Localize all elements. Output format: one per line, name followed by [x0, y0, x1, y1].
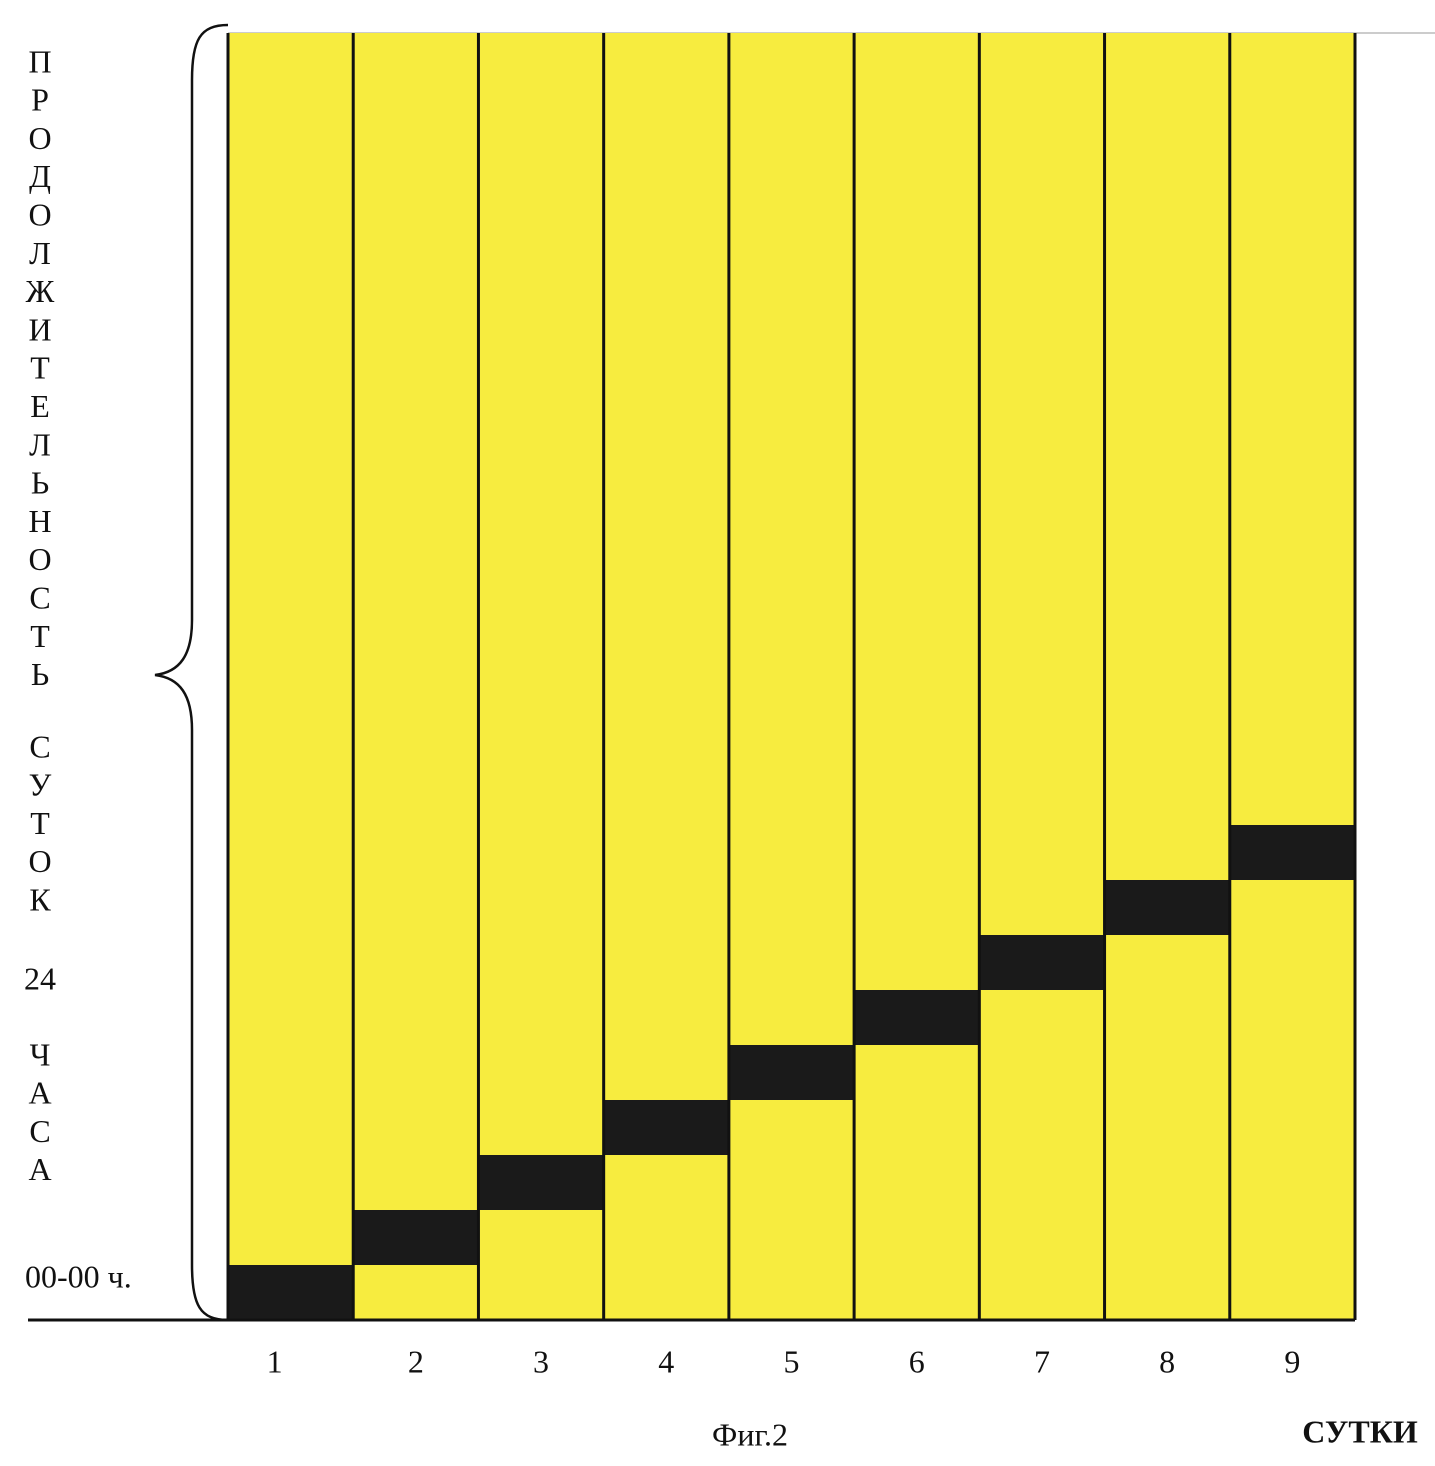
day-label: 4: [658, 1343, 674, 1379]
time-block: [854, 990, 979, 1045]
day-label: 9: [1284, 1343, 1300, 1379]
time-block: [729, 1045, 854, 1100]
y-axis-letter: Т: [30, 618, 50, 654]
columns: [228, 33, 1355, 1320]
y-axis-letter: Р: [31, 82, 49, 118]
day-label: 6: [909, 1343, 925, 1379]
y-axis-letter: С: [29, 1113, 50, 1149]
diagram: 00-00 ч. Фиг.2 СУТКИ 123456789ПРОДОЛЖИТЕ…: [0, 0, 1435, 1466]
y-axis-letter: П: [28, 43, 51, 79]
day-label: 5: [784, 1343, 800, 1379]
y-axis-letter: О: [28, 120, 51, 156]
y-axis-letter: Ь: [31, 656, 49, 692]
y-axis-letter: К: [29, 882, 51, 918]
day-label: 3: [533, 1343, 549, 1379]
x-axis-label: СУТКИ: [1302, 1413, 1418, 1449]
y-axis-letter: А: [28, 1075, 51, 1111]
time-block: [228, 1265, 353, 1320]
background: [228, 33, 1355, 1320]
y-axis-letter: Ь: [31, 465, 49, 501]
y-axis-letter: У: [29, 767, 52, 803]
y-axis-letter: Л: [29, 235, 51, 271]
y-axis-letter: Е: [30, 388, 50, 424]
y-axis-letter: Т: [30, 805, 50, 841]
y-axis-letter: О: [28, 843, 51, 879]
y-axis-letter: Т: [30, 350, 50, 386]
time-block: [979, 935, 1104, 990]
y-axis-letter: А: [28, 1151, 51, 1187]
y-axis-letter: О: [28, 541, 51, 577]
day-label: 7: [1034, 1343, 1050, 1379]
time-block: [604, 1100, 729, 1155]
y-axis-letter: 24: [24, 960, 56, 996]
y-axis-letter: Д: [29, 158, 51, 194]
y-axis-letter: С: [29, 580, 50, 616]
y-axis-letter: Н: [28, 503, 51, 539]
time-block: [478, 1155, 603, 1210]
time-block: [353, 1210, 478, 1265]
y-axis-letter: С: [29, 728, 50, 764]
caption: Фиг.2: [712, 1416, 788, 1452]
day-label: 1: [267, 1343, 283, 1379]
y-axis-letter: Ч: [30, 1036, 51, 1072]
y-axis-letter: И: [28, 311, 51, 347]
origin-label: 00-00 ч.: [25, 1258, 132, 1294]
day-label: 8: [1159, 1343, 1175, 1379]
day-label: 2: [408, 1343, 424, 1379]
time-block: [1230, 825, 1355, 880]
y-axis-letter: О: [28, 197, 51, 233]
y-axis-letter: Л: [29, 426, 51, 462]
time-block: [1105, 880, 1230, 935]
y-axis-letter: Ж: [26, 273, 55, 309]
brace: [155, 25, 228, 1320]
